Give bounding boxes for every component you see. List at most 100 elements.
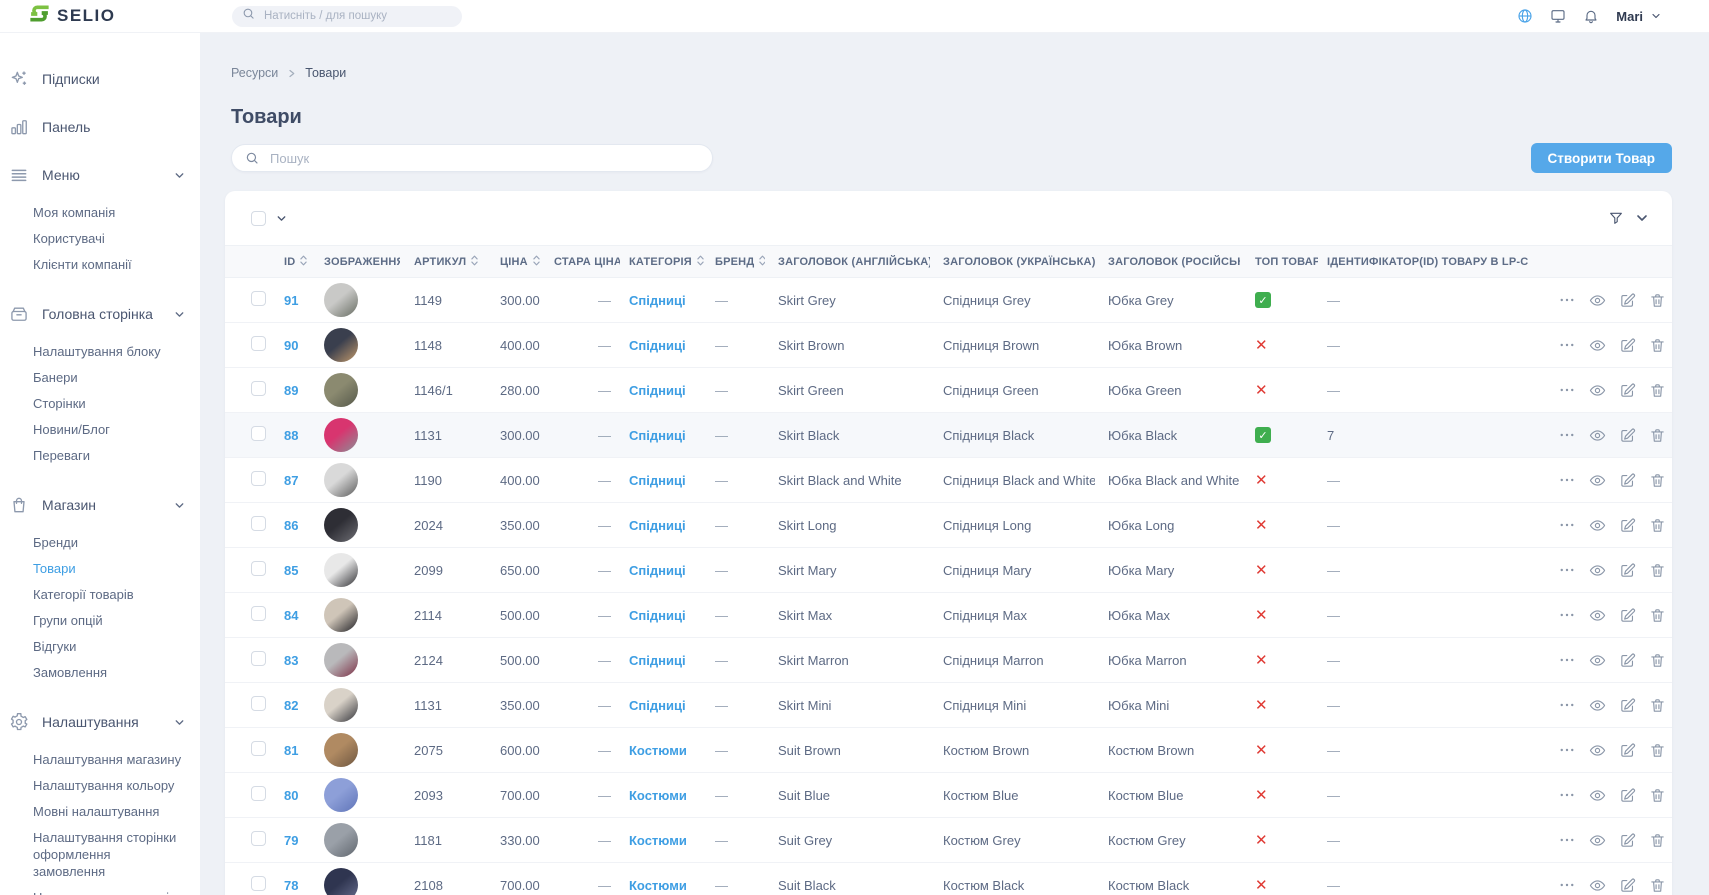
- more-actions-button[interactable]: [1558, 741, 1576, 759]
- sidebar-subitem[interactable]: Переваги: [33, 447, 91, 463]
- sidebar-subitem[interactable]: Сторінки: [33, 395, 86, 411]
- filter-icon[interactable]: [1608, 210, 1624, 226]
- row-checkbox[interactable]: [251, 876, 266, 891]
- product-id-link[interactable]: 80: [284, 787, 299, 803]
- edit-button[interactable]: [1619, 472, 1636, 489]
- delete-button[interactable]: [1649, 427, 1666, 444]
- edit-button[interactable]: [1619, 292, 1636, 309]
- view-button[interactable]: [1589, 472, 1606, 489]
- product-image[interactable]: [324, 373, 358, 407]
- delete-button[interactable]: [1649, 832, 1666, 849]
- delete-button[interactable]: [1649, 562, 1666, 579]
- sort-icon[interactable]: [759, 255, 765, 269]
- edit-button[interactable]: [1619, 382, 1636, 399]
- product-id-link[interactable]: 88: [284, 427, 299, 443]
- delete-button[interactable]: [1649, 697, 1666, 714]
- category-link[interactable]: Спідниці: [629, 292, 686, 308]
- sidebar-subitem[interactable]: Замовлення: [33, 664, 108, 680]
- sort-icon[interactable]: [533, 255, 540, 269]
- more-actions-button[interactable]: [1558, 696, 1576, 714]
- column-header-id[interactable]: ID: [275, 245, 310, 278]
- row-checkbox[interactable]: [251, 471, 266, 486]
- product-id-link[interactable]: 91: [284, 292, 299, 308]
- product-image[interactable]: [324, 598, 358, 632]
- product-image[interactable]: [324, 733, 358, 767]
- global-search[interactable]: [232, 5, 462, 27]
- delete-button[interactable]: [1649, 382, 1666, 399]
- category-link[interactable]: Спідниці: [629, 652, 686, 668]
- product-id-link[interactable]: 90: [284, 337, 299, 353]
- notifications-bell-icon[interactable]: [1583, 8, 1599, 24]
- sort-icon[interactable]: [471, 255, 478, 269]
- category-link[interactable]: Спідниці: [629, 517, 686, 533]
- more-actions-button[interactable]: [1558, 471, 1576, 489]
- product-image[interactable]: [324, 328, 358, 362]
- view-button[interactable]: [1589, 562, 1606, 579]
- edit-button[interactable]: [1619, 517, 1636, 534]
- more-actions-button[interactable]: [1558, 786, 1576, 804]
- view-button[interactable]: [1589, 382, 1606, 399]
- sidebar-item-shop[interactable]: Магазин: [0, 481, 200, 529]
- view-button[interactable]: [1589, 292, 1606, 309]
- product-id-link[interactable]: 79: [284, 832, 299, 848]
- sidebar-subitem[interactable]: Бренди: [33, 534, 79, 550]
- delete-button[interactable]: [1649, 292, 1666, 309]
- sort-icon[interactable]: [697, 255, 704, 269]
- language-globe-icon[interactable]: [1517, 8, 1533, 24]
- view-button[interactable]: [1589, 787, 1606, 804]
- table-search-input[interactable]: [268, 149, 699, 167]
- more-actions-button[interactable]: [1558, 336, 1576, 354]
- category-link[interactable]: Костюми: [629, 832, 687, 848]
- view-button[interactable]: [1589, 517, 1606, 534]
- select-all-checkbox[interactable]: [251, 210, 266, 226]
- category-link[interactable]: Спідниці: [629, 607, 686, 623]
- delete-button[interactable]: [1649, 742, 1666, 759]
- product-id-link[interactable]: 82: [284, 697, 299, 713]
- edit-button[interactable]: [1619, 607, 1636, 624]
- sidebar-subitem[interactable]: Новини/Блог: [33, 421, 110, 437]
- delete-button[interactable]: [1649, 607, 1666, 624]
- sidebar-subitem[interactable]: Налаштування кольору: [33, 777, 175, 793]
- column-header-category[interactable]: КАТЕГОРІЯ: [620, 245, 705, 278]
- product-id-link[interactable]: 87: [284, 472, 299, 488]
- product-image[interactable]: [324, 553, 358, 587]
- edit-button[interactable]: [1619, 787, 1636, 804]
- sort-icon[interactable]: [300, 255, 308, 269]
- more-actions-button[interactable]: [1558, 291, 1576, 309]
- view-button[interactable]: [1589, 607, 1606, 624]
- breadcrumb-item[interactable]: Ресурси: [231, 66, 279, 80]
- user-menu[interactable]: Mari: [1616, 9, 1662, 24]
- category-link[interactable]: Спідниці: [629, 562, 686, 578]
- product-id-link[interactable]: 78: [284, 877, 299, 893]
- column-header-brand[interactable]: БРЕНД: [705, 245, 765, 278]
- product-id-link[interactable]: 89: [284, 382, 299, 398]
- table-search[interactable]: [231, 144, 713, 172]
- category-link[interactable]: Спідниці: [629, 382, 686, 398]
- sidebar-subitem[interactable]: Банери: [33, 369, 78, 385]
- category-link[interactable]: Костюми: [629, 742, 687, 758]
- row-checkbox[interactable]: [251, 381, 266, 396]
- sidebar-subitem[interactable]: Налаштування блоку: [33, 343, 161, 359]
- product-image[interactable]: [324, 508, 358, 542]
- more-actions-button[interactable]: [1558, 426, 1576, 444]
- delete-button[interactable]: [1649, 652, 1666, 669]
- sidebar-subitem[interactable]: Клієнти компанії: [33, 256, 132, 272]
- category-link[interactable]: Костюми: [629, 877, 687, 893]
- category-link[interactable]: Спідниці: [629, 472, 686, 488]
- delete-button[interactable]: [1649, 787, 1666, 804]
- chevron-down-icon[interactable]: [275, 212, 288, 225]
- view-button[interactable]: [1589, 832, 1606, 849]
- product-id-link[interactable]: 85: [284, 562, 299, 578]
- edit-button[interactable]: [1619, 742, 1636, 759]
- row-checkbox[interactable]: [251, 786, 266, 801]
- product-image[interactable]: [324, 418, 358, 452]
- edit-button[interactable]: [1619, 427, 1636, 444]
- product-image[interactable]: [324, 283, 358, 317]
- sidebar-item-settings[interactable]: Налаштування: [0, 698, 200, 746]
- sidebar-subitem[interactable]: Налаштування сторінки оформлення замовле…: [33, 829, 177, 879]
- edit-button[interactable]: [1619, 877, 1636, 894]
- view-button[interactable]: [1589, 877, 1606, 894]
- more-actions-button[interactable]: [1558, 876, 1576, 894]
- sidebar-subitem[interactable]: Відгуки: [33, 638, 77, 654]
- category-link[interactable]: Костюми: [629, 787, 687, 803]
